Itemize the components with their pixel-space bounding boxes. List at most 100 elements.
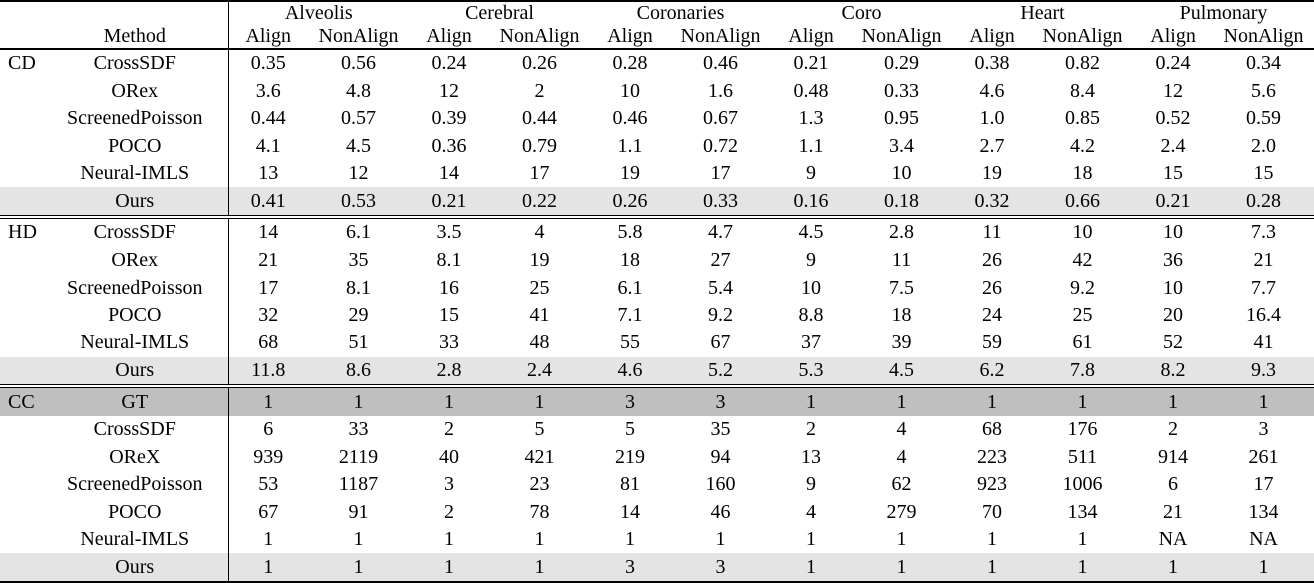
value-cell: 15: [1163, 162, 1184, 185]
subcolumn-header-align: Align: [1133, 25, 1214, 50]
value-cell: 1: [489, 553, 591, 583]
value-cell: 37: [801, 331, 822, 354]
value-cell: 70: [982, 500, 1003, 523]
row-group-label: [0, 302, 42, 329]
table-row: ORex 3.6 4.8 12 2 10 1.6 0.48 0.33 4.6 8.4 12 5.6: [0, 77, 1314, 106]
value-cell: 4: [896, 418, 907, 441]
value-cell: 0.33: [884, 79, 920, 102]
value-cell: 0.28: [612, 52, 648, 75]
table-row: CrossSDF 6 33 2 5 5 35 2 4 68 176 2 3: [0, 416, 1314, 444]
method-cell: CrossSDF: [42, 49, 229, 78]
value-cell: 923: [977, 473, 1008, 496]
value-cell: 13: [258, 162, 279, 185]
value-cell: 9: [806, 473, 817, 496]
value-cell: 2.7: [979, 134, 1005, 157]
value-cell: 14: [439, 162, 459, 185]
table-row: Ours 0.41 0.53 0.21 0.22 0.26 0.33 0.16 0.18 0.32…: [0, 187, 1314, 218]
value-cell: 16.4: [1246, 303, 1282, 326]
value-cell: 1: [806, 528, 817, 551]
column-group-header: Coronaries: [590, 0, 772, 25]
value-cell: 4: [489, 215, 591, 247]
column-group-header: Pulmonary: [1133, 0, 1314, 25]
value-cell: 3: [670, 553, 772, 583]
value-cell: 1.3: [798, 107, 824, 130]
value-cell: 1: [1032, 384, 1134, 417]
value-cell: NA: [1158, 528, 1188, 551]
value-cell: 1: [489, 384, 591, 417]
table-row: ScreenedPoisson 17 8.1 16 25 6.1 5.4 10 7.5 26 9.2…: [0, 274, 1314, 302]
value-cell: 6: [263, 418, 274, 441]
value-cell: 35: [710, 418, 731, 441]
column-group-header: Alveolis: [228, 0, 409, 25]
value-cell: 0.52: [1155, 107, 1191, 130]
subcolumn-header-nonalign: NonAlign: [1032, 25, 1134, 50]
value-cell: 17: [710, 162, 731, 185]
table-row: CC GT 1 1 1 1 3 3 1 1 1 1 1 1: [0, 384, 1314, 417]
value-cell: 1: [353, 528, 364, 551]
method-cell: Ours: [42, 187, 229, 218]
value-cell: 14: [228, 215, 308, 247]
value-cell: 8.1: [436, 249, 462, 272]
table-row: ScreenedPoisson 0.44 0.57 0.39 0.44 0.46 0.67 1…: [0, 105, 1314, 133]
value-cell: 17: [1253, 473, 1274, 496]
value-cell: 61: [1072, 331, 1093, 354]
value-cell: 11: [891, 249, 912, 272]
value-cell: 13: [801, 445, 822, 468]
value-cell: 1: [851, 553, 953, 583]
value-cell: 279: [886, 500, 917, 523]
row-group-label: HD: [0, 215, 42, 247]
value-cell: 0.57: [341, 107, 376, 130]
value-cell: 1187: [338, 473, 379, 496]
value-cell: 0.41: [228, 187, 308, 218]
subcolumn-header-nonalign: NonAlign: [308, 25, 409, 50]
value-cell: 51: [348, 331, 369, 354]
value-cell: 223: [977, 445, 1008, 468]
value-cell: 1: [534, 528, 545, 551]
value-cell: 19: [529, 249, 550, 272]
method-cell: ORex: [42, 246, 229, 275]
value-cell: 42: [1072, 249, 1093, 272]
subcolumn-header-align: Align: [409, 25, 489, 50]
value-cell: 3.5: [409, 215, 489, 247]
value-cell: 18: [891, 303, 912, 326]
value-cell: 0.46: [703, 52, 739, 75]
value-cell: 27: [710, 249, 731, 272]
value-cell: 91: [348, 500, 369, 523]
table-row: Ours 11.8 8.6 2.8 2.4 4.6 5.2 5.3 4.5 6.2 7.8 8.2 9.…: [0, 356, 1314, 387]
value-cell: 21: [1253, 249, 1274, 272]
row-group-label: [0, 160, 42, 187]
value-cell: 3: [1258, 418, 1269, 441]
value-cell: 160: [705, 473, 736, 496]
value-cell: 4.8: [346, 79, 371, 102]
value-cell: 23: [529, 473, 550, 496]
value-cell: 2119: [338, 445, 379, 468]
value-cell: 4.2: [1070, 134, 1096, 157]
row-group-label: [0, 274, 42, 301]
value-cell: 2: [806, 418, 817, 441]
subcolumn-header-nonalign: NonAlign: [670, 25, 772, 50]
value-cell: 16: [439, 276, 459, 299]
value-cell: 0.29: [884, 52, 920, 75]
value-cell: 24: [982, 303, 1003, 326]
value-cell: 36: [1163, 249, 1184, 272]
row-group-label: [0, 329, 42, 356]
table-row: POCO 32 29 15 41 7.1 9.2 8.8 18 24 25 20 16.4: [0, 301, 1314, 330]
row-group-label: [0, 553, 42, 583]
value-cell: 0.72: [703, 134, 739, 157]
value-cell: 0.18: [851, 187, 953, 218]
value-cell: 0.26: [590, 187, 671, 218]
value-cell: 7.1: [617, 303, 643, 326]
value-cell: 68: [982, 418, 1003, 441]
value-cell: 9.2: [1070, 276, 1096, 299]
value-cell: 0.34: [1246, 52, 1282, 75]
row-group-label: CC: [0, 384, 42, 417]
row-group-label: [0, 356, 42, 387]
value-cell: 3.4: [889, 134, 915, 157]
table-row: ORex 21 35 8.1 19 18 27 9 11 26 42 36 21: [0, 246, 1314, 275]
column-group-header: Cerebral: [409, 0, 591, 25]
value-cell: 21: [1163, 500, 1184, 523]
value-cell: 219: [615, 445, 646, 468]
value-cell: 12: [439, 79, 459, 102]
value-cell: 0.66: [1032, 187, 1134, 218]
value-cell: 1: [987, 528, 998, 551]
